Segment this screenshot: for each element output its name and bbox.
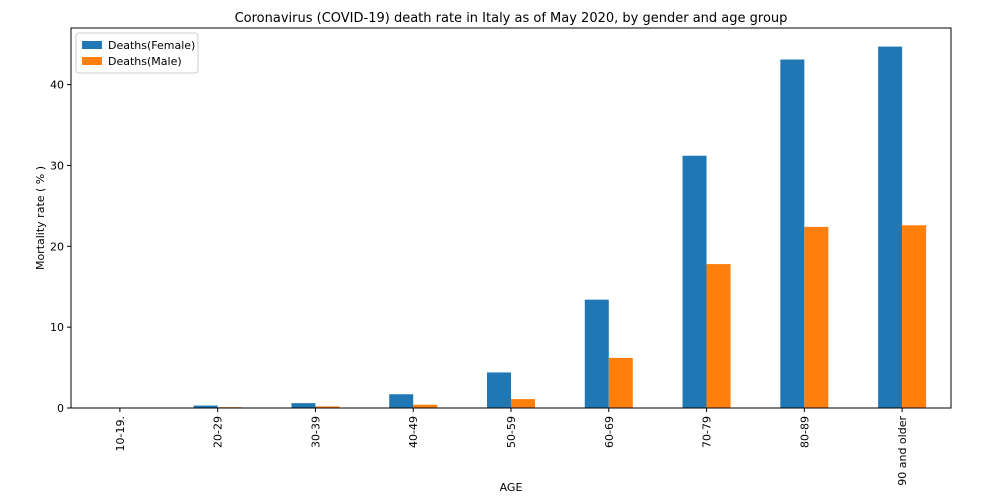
bar-female-90-and-older: [878, 46, 903, 409]
legend-swatch-female: [82, 41, 102, 49]
bar-male-70-79: [706, 264, 731, 408]
legend-swatch-male: [82, 57, 102, 65]
x-axis-title: AGE: [500, 481, 523, 494]
bar-male-60-69: [608, 357, 633, 408]
x-tick-label: 80-89: [798, 416, 811, 448]
x-tick-label: 40-49: [407, 416, 420, 448]
bar-male-30-39: [315, 406, 340, 408]
x-tick-label: 70-79: [701, 416, 714, 448]
y-tick-label: 0: [57, 402, 64, 415]
bar-female-80-89: [780, 59, 805, 408]
bar-female-50-59: [487, 372, 511, 408]
x-tick-label: 10-19.: [114, 416, 127, 451]
y-tick-label: 40: [50, 79, 64, 92]
legend-box: [75, 32, 199, 74]
y-tick-label: 30: [50, 159, 64, 172]
axes-layer: 0 10 20 30 40 10-19. 20-29 30-39 40-49 50-59 60-69…: [50, 27, 952, 486]
bar-female-30-39: [291, 403, 316, 408]
bar-male-90-and-older: [902, 225, 927, 408]
bar-male-40-49: [413, 404, 438, 408]
x-tick-label: 60-69: [603, 416, 616, 448]
y-axis-title: Mortality rate ( % ): [34, 166, 47, 270]
bar-male-80-89: [804, 226, 829, 408]
bar-female-20-29: [193, 405, 218, 408]
bar-female-60-69: [584, 299, 609, 408]
y-tick-label: 10: [50, 321, 64, 334]
bar-female-70-79: [682, 155, 707, 408]
legend: Deaths(Female) Deaths(Male): [75, 32, 199, 74]
x-tick-label: 20-29: [212, 416, 225, 448]
legend-label-male: Deaths(Male): [108, 55, 182, 68]
bar-male-50-59: [511, 399, 535, 408]
legend-label-female: Deaths(Female): [108, 39, 195, 52]
x-tick-label: 50-59: [505, 416, 518, 448]
bar-female-40-49: [389, 394, 414, 408]
x-tick-label: 30-39: [309, 416, 322, 448]
y-tick-label: 20: [50, 240, 64, 253]
x-tick-label: 90 and older: [896, 416, 909, 486]
chart-title: Coronavirus (COVID-19) death rate in Ita…: [235, 11, 788, 26]
bars-layer: [193, 46, 927, 409]
